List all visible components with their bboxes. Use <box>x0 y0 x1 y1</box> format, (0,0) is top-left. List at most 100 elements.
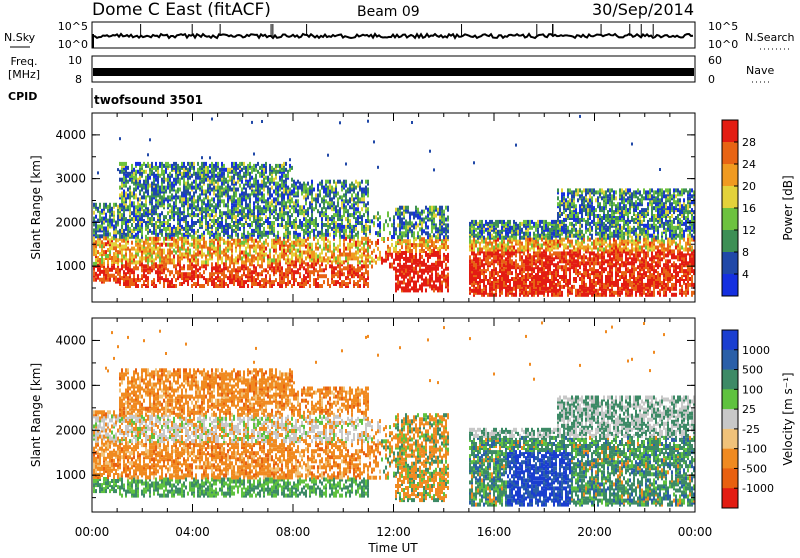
echo-cell <box>129 233 131 237</box>
echo-cell <box>243 172 245 176</box>
echo-cell <box>493 259 495 263</box>
echo-cell <box>235 239 237 243</box>
echo-cell <box>243 264 245 268</box>
echo-cell <box>477 265 479 269</box>
echo-cell <box>135 193 137 197</box>
echo-cell <box>279 266 281 270</box>
nave-tick-top: 60 <box>708 54 722 67</box>
echo-cell <box>285 272 287 276</box>
echo-cell <box>253 282 255 286</box>
echo-cell <box>255 278 257 282</box>
echo-cell <box>295 237 297 241</box>
echo-cell <box>253 219 255 223</box>
echo-cell <box>187 241 189 245</box>
echo-cell <box>325 258 327 262</box>
echo-cell <box>129 227 131 231</box>
echo-cell <box>437 247 439 251</box>
echo-cell <box>337 180 339 184</box>
echo-cell <box>181 272 183 276</box>
echo-cell <box>269 253 271 257</box>
echo-cell <box>305 184 307 188</box>
echo-cell <box>215 219 217 223</box>
echo-cell <box>143 256 145 260</box>
echo-cell <box>135 243 137 247</box>
echo-cell <box>203 270 205 274</box>
echo-cell <box>337 217 339 221</box>
echo-cell <box>349 197 351 201</box>
echo-cell <box>117 278 119 282</box>
echo-cell <box>209 223 211 227</box>
echo-cell <box>487 236 489 240</box>
echo-cell <box>169 243 171 247</box>
echo-cell <box>153 237 155 241</box>
echo-cell <box>153 217 155 221</box>
echo-cell <box>123 176 125 180</box>
echo-cell <box>173 205 175 209</box>
echo-cell <box>213 241 215 245</box>
echo-cell <box>309 217 311 221</box>
echo-cell <box>169 164 171 168</box>
echo-cell <box>189 276 191 280</box>
echo-cell <box>97 240 99 244</box>
echo-cell <box>185 272 187 276</box>
echo-cell <box>265 166 267 170</box>
echo-cell <box>193 229 195 233</box>
echo-cell <box>117 238 119 242</box>
echo-cell <box>279 284 281 288</box>
echo-cell <box>399 206 401 210</box>
echo-cell <box>493 273 495 277</box>
echo-cell <box>277 188 279 192</box>
freq-tick-top: 10 <box>68 54 82 67</box>
echo-cell <box>223 172 225 176</box>
echo-cell <box>221 186 223 190</box>
echo-cell <box>209 272 211 276</box>
echo-cell <box>211 245 213 249</box>
echo-cell <box>207 278 209 282</box>
echo-cell <box>271 239 273 243</box>
echo-cell <box>155 192 157 196</box>
echo-cell <box>407 257 409 261</box>
echo-cell <box>235 182 237 186</box>
echo-cell <box>305 197 307 201</box>
echo-cell <box>291 184 293 188</box>
echo-cell <box>249 197 251 201</box>
echo-cell <box>315 203 317 207</box>
echo-cell <box>125 233 127 237</box>
echo-cell <box>233 215 235 219</box>
echo-cell <box>177 207 179 211</box>
echo-cell <box>299 211 301 215</box>
echo-cell <box>255 180 257 184</box>
echo-cell <box>105 274 107 278</box>
echo-cell <box>299 237 301 241</box>
echo-cell <box>243 215 245 219</box>
echo-cell <box>157 176 159 180</box>
echo-cell <box>169 258 171 262</box>
echo-cell <box>343 280 345 284</box>
echo-cell <box>149 195 151 199</box>
echo-cell <box>171 243 173 247</box>
echo-cell <box>327 219 329 223</box>
echo-cell <box>185 166 187 170</box>
echo-cell <box>163 256 165 260</box>
echo-cell <box>249 223 251 227</box>
echo-cell <box>97 207 99 211</box>
echo-cell <box>167 186 169 190</box>
echo-cell <box>193 166 195 170</box>
echo-cell <box>209 213 211 217</box>
echo-cell <box>141 164 143 168</box>
echo-cell <box>443 216 445 220</box>
echo-cell <box>177 188 179 192</box>
echo-cell <box>275 278 277 282</box>
echo-cell <box>407 283 409 287</box>
echo-cell <box>235 193 237 197</box>
echo-cell <box>377 239 379 243</box>
echo-cell <box>325 188 327 192</box>
echo-cell <box>359 284 361 288</box>
echo-cell <box>179 219 181 223</box>
echo-cell <box>477 281 479 285</box>
echo-cell <box>347 256 349 260</box>
echo-cell <box>155 166 157 170</box>
echo-cell <box>423 269 425 273</box>
echo-cell <box>133 227 135 231</box>
echo-cell <box>401 225 403 229</box>
